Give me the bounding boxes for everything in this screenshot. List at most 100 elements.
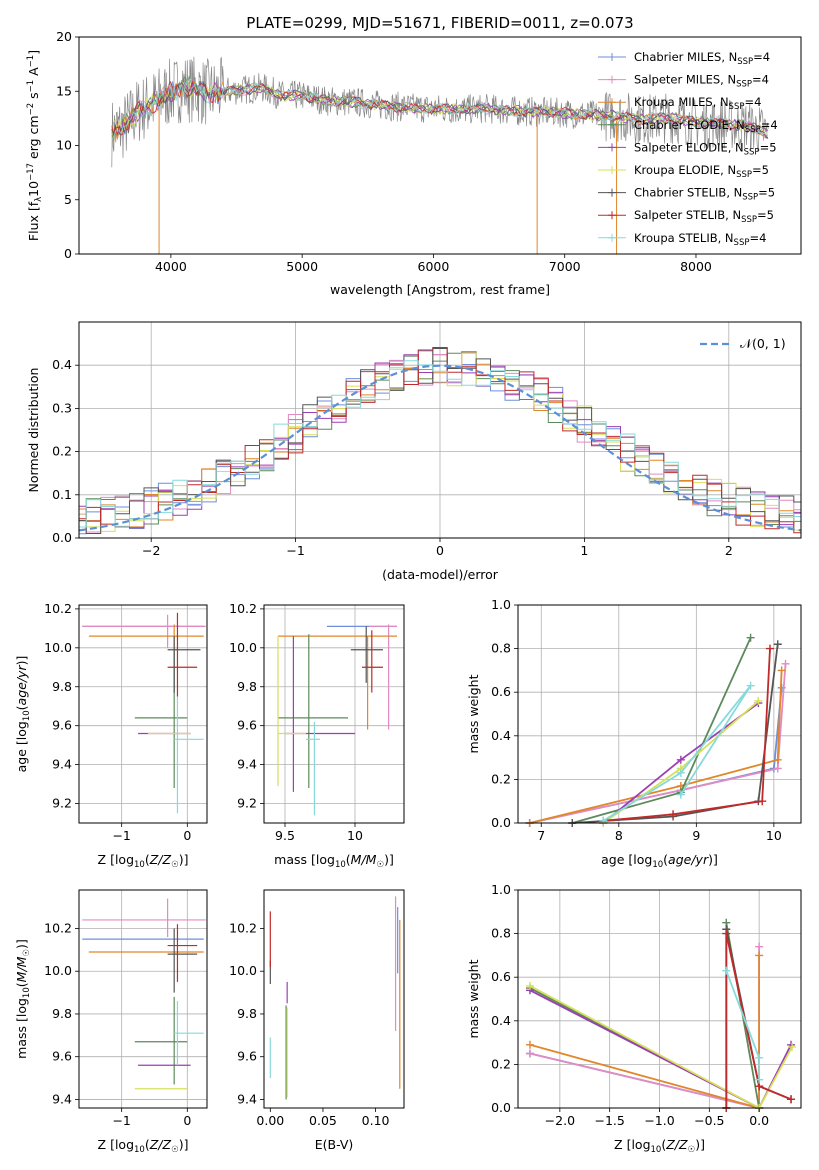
y-tick-label: 0.0 [491, 815, 511, 830]
y-tick-label: 1.0 [491, 882, 511, 897]
x-tick-label: −0.5 [694, 1113, 724, 1128]
mass-vs-EBV-chart: 0.00 0.05 0.10 9.4 9.6 9.8 10.0 10.2 E(B-V) [229, 889, 405, 1152]
legend-label: Kroupa MILES, NSSP=4 [634, 95, 761, 112]
y-tick-label: 0.6 [491, 684, 511, 699]
residual-histogram [79, 360, 801, 528]
weight-marker [669, 810, 678, 819]
y-tick-label: 0.2 [491, 771, 511, 786]
y-tick-label: 0.0 [491, 1100, 511, 1115]
plot-frame [78, 889, 208, 1109]
legend: Chabrier MILES, NSSP=4 Salpeter MILES, NS… [598, 50, 778, 248]
y-tick-label: 10 [56, 138, 72, 153]
weight-marker [788, 1042, 797, 1051]
x-tick-label: 0.00 [256, 1113, 284, 1128]
x-axis-label: (data-model)/error [382, 567, 499, 582]
x-axis-label: Z [log10(Z/Z☉)] [614, 1137, 705, 1155]
weight-marker [722, 966, 731, 975]
legend-label: Salpeter ELODIE, NSSP=5 [634, 140, 777, 157]
y-tick-label: 0.4 [52, 357, 72, 372]
legend-marker [608, 53, 616, 61]
model-spectrum [111, 79, 768, 139]
weight-marker [525, 981, 534, 990]
weight-line [529, 687, 783, 824]
y-tick-label: 1.0 [491, 597, 511, 612]
x-tick-label: 0.10 [362, 1113, 390, 1128]
legend-marker [608, 120, 616, 129]
legend-gaussian-label: 𝒩(0, 1) [740, 336, 786, 351]
legend-marker [608, 233, 616, 242]
legend-label: Chabrier MILES, NSSP=4 [634, 50, 770, 67]
x-tick-label: −2 [142, 543, 160, 558]
x-axis-label: Z [log10(Z/Z☉)] [98, 852, 189, 870]
weight-line [725, 933, 792, 1108]
residual-histogram [79, 352, 801, 528]
y-tick-label: 10.0 [44, 640, 72, 655]
weight-vs-age-chart: 7 8 9 10 0.0 0.2 0.4 0.6 0.8 1.0 age [log10(age/yr… [466, 597, 802, 870]
x-tick-label: −1 [112, 828, 130, 843]
x-tick-label: 10 [347, 828, 363, 843]
y-tick-label: 5 [64, 192, 72, 207]
weight-line [603, 648, 771, 822]
weight-marker [676, 755, 685, 764]
residual-histogram [79, 347, 801, 534]
model-spectrum [111, 80, 769, 139]
weight-line [529, 663, 787, 824]
x-tick-label: 0.05 [309, 1113, 337, 1128]
legend-marker [608, 143, 616, 152]
age-vs-Z-plot-area [82, 612, 206, 814]
x-tick-label: 0 [183, 1113, 191, 1128]
y-axis-label: Flux [fλ10−17 erg cm−2 s−1 A−1] [26, 50, 44, 241]
weight-line [529, 985, 793, 1110]
y-tick-label: 9.6 [237, 1049, 257, 1064]
y-tick-label: 10.0 [44, 963, 72, 978]
residual-histogram [79, 351, 801, 525]
x-tick-label: −1 [112, 1113, 130, 1128]
weight-marker [755, 951, 764, 960]
x-tick-label: 0.0 [749, 1113, 769, 1128]
x-tick-label: −1.0 [644, 1113, 674, 1128]
legend-label: Chabrier ELODIE, NSSP=4 [634, 118, 778, 135]
weight-marker [773, 755, 782, 764]
y-tick-label: 0.8 [491, 641, 511, 656]
y-tick-label: 9.8 [52, 679, 72, 694]
y-tick-label: 10.2 [229, 601, 257, 616]
x-tick-label: 9 [692, 828, 700, 843]
weight-line [529, 955, 760, 1110]
legend-marker [608, 188, 616, 197]
y-tick-label: 0.2 [491, 1056, 511, 1071]
weight-marker [758, 797, 767, 806]
y-tick-label: 9.6 [52, 718, 72, 733]
y-tick-label: 0.4 [491, 1013, 511, 1028]
x-tick-label: 4000 [155, 259, 187, 274]
x-tick-label: 7 [537, 828, 545, 843]
x-tick-label: 5000 [286, 259, 318, 274]
y-tick-label: 10.2 [44, 920, 72, 935]
plot-frame [263, 889, 405, 1109]
model-spectrum [111, 79, 769, 140]
x-axis-label: E(B-V) [315, 1137, 354, 1152]
y-axis-label: mass weight [466, 674, 481, 753]
y-tick-label: 9.8 [52, 1006, 72, 1021]
weight-marker [525, 1040, 534, 1049]
y-tick-label: 10.2 [229, 920, 257, 935]
y-tick-label: 9.6 [237, 718, 257, 733]
age-vs-mass-plot-area [277, 624, 397, 816]
legend-marker [608, 98, 616, 107]
residuals-chart: −2 −1 0 1 2 0.0 0.1 0.2 0.3 0.4 (data-model)/error… [26, 321, 802, 582]
weight-marker [676, 768, 685, 777]
weight-marker [722, 929, 731, 938]
x-axis-label: wavelength [Angstrom, rest frame] [330, 282, 550, 297]
y-axis-label: mass weight [466, 959, 481, 1038]
weight-marker [754, 696, 763, 705]
legend-marker [608, 75, 616, 84]
weight-marker [746, 681, 755, 690]
y-tick-label: 15 [56, 83, 72, 98]
x-axis-label: age [log10(age/yr)] [601, 852, 718, 870]
x-tick-label: 0 [436, 543, 444, 558]
y-tick-label: 0 [64, 246, 72, 261]
plot-frame [263, 604, 405, 824]
weight-line [529, 670, 783, 824]
weight-vs-Z-chart: −2.0 −1.5 −1.0 −0.5 0.0 0.0 0.2 0.4 0.6 0.8 1.0 Z [… [466, 882, 802, 1155]
y-tick-label: 0.3 [52, 400, 72, 415]
y-tick-label: 9.8 [237, 1006, 257, 1021]
